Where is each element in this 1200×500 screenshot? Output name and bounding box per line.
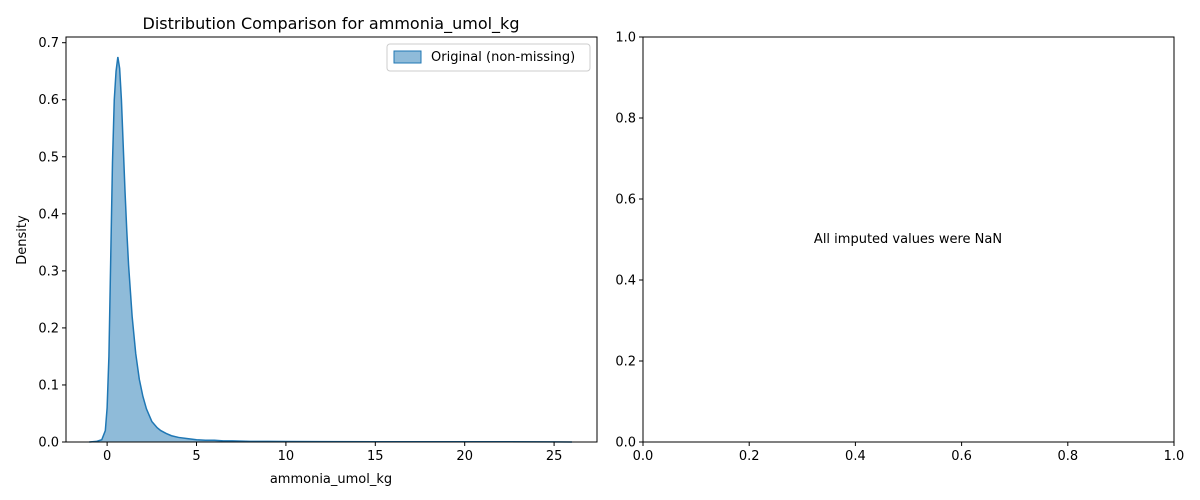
left-x-ticks: 0 5 10 15 20 25 xyxy=(103,442,562,464)
x-tick-label: 0 xyxy=(103,449,111,464)
y-tick-label: 0.6 xyxy=(615,193,636,208)
y-tick-label: 0.3 xyxy=(38,264,59,279)
x-tick-label: 1.0 xyxy=(1164,449,1185,464)
no-data-annotation: All imputed values were NaN xyxy=(814,232,1002,247)
y-tick-label: 0.0 xyxy=(38,436,59,451)
left-chart-title: Distribution Comparison for ammonia_umol… xyxy=(143,14,520,34)
right-x-ticks: 0.0 0.2 0.4 0.6 0.8 1.0 xyxy=(633,442,1185,464)
y-tick-label: 0.1 xyxy=(38,378,59,393)
left-x-axis-label: ammonia_umol_kg xyxy=(270,472,392,487)
x-tick-label: 10 xyxy=(278,449,295,464)
y-tick-label: 0.4 xyxy=(38,207,59,222)
y-tick-label: 0.2 xyxy=(615,355,636,370)
left-y-ticks: 0.0 0.1 0.2 0.3 0.4 0.5 0.6 0.7 xyxy=(38,36,66,451)
legend-box xyxy=(386,43,591,72)
x-tick-label: 0.6 xyxy=(951,449,972,464)
density-area xyxy=(89,56,572,443)
left-axes-frame xyxy=(65,36,598,443)
left-y-axis-label: Density xyxy=(15,215,30,265)
y-tick-label: 0.0 xyxy=(615,436,636,451)
x-tick-label: 0.2 xyxy=(739,449,760,464)
left-chart: Distribution Comparison for ammonia_umol… xyxy=(15,14,598,487)
legend-entry: Original (non-missing) xyxy=(431,50,575,65)
y-tick-label: 1.0 xyxy=(615,31,636,46)
x-tick-label: 0.8 xyxy=(1057,449,1078,464)
right-y-ticks: 0.0 0.2 0.4 0.6 0.8 1.0 xyxy=(615,31,643,451)
x-tick-label: 5 xyxy=(192,449,200,464)
right-chart: 0.0 0.2 0.4 0.6 0.8 1.0 0.0 0.2 0.4 0.6 0.8 1.0 Al… xyxy=(615,31,1184,465)
y-tick-label: 0.4 xyxy=(615,274,636,289)
legend: Original (non-missing) xyxy=(386,43,591,72)
y-tick-label: 0.7 xyxy=(38,36,59,51)
legend-swatch xyxy=(393,50,422,64)
x-tick-label: 0.4 xyxy=(845,449,866,464)
right-axes-frame xyxy=(642,36,1175,443)
x-tick-label: 0.0 xyxy=(633,449,654,464)
x-tick-label: 15 xyxy=(367,449,384,464)
density-line xyxy=(89,56,572,443)
y-tick-label: 0.8 xyxy=(615,112,636,127)
y-tick-label: 0.2 xyxy=(38,321,59,336)
x-tick-label: 25 xyxy=(546,449,563,464)
x-tick-label: 20 xyxy=(456,449,473,464)
y-tick-label: 0.6 xyxy=(38,93,59,108)
y-tick-label: 0.5 xyxy=(38,150,59,165)
